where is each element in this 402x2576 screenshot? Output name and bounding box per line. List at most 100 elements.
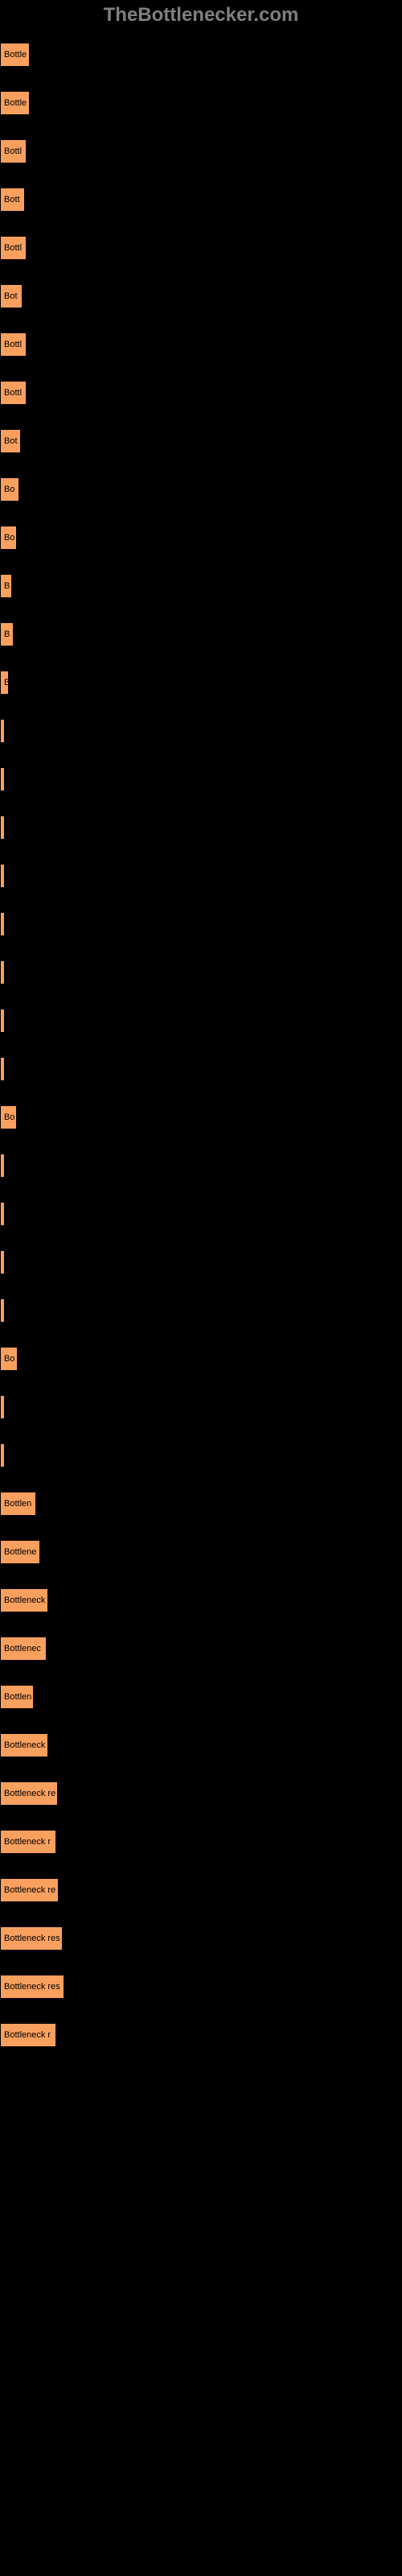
bar-label: Bottleneck res bbox=[4, 1982, 60, 1992]
bar-row: Bot bbox=[0, 284, 402, 308]
bar: Bottleneck re bbox=[0, 1878, 59, 1902]
bar-row: Bottl bbox=[0, 332, 402, 357]
bar-row: Bo bbox=[0, 1105, 402, 1129]
bar bbox=[0, 1298, 5, 1323]
bar bbox=[0, 912, 5, 936]
bar-row: Bottl bbox=[0, 236, 402, 260]
bar-row bbox=[0, 1298, 402, 1323]
bar-row bbox=[0, 719, 402, 743]
bar-row bbox=[0, 1443, 402, 1468]
bar: Bottlenec bbox=[0, 1637, 47, 1661]
bar: Bottleneck res bbox=[0, 1926, 63, 1951]
bar-row: Bo bbox=[0, 1347, 402, 1371]
bar bbox=[0, 1250, 5, 1274]
bar-row bbox=[0, 1009, 402, 1033]
bar-label: Bottlenec bbox=[4, 1644, 41, 1653]
bar-chart: Bottle Bottle Bottl Bott Bottl Bot Bottl Bottl B… bbox=[0, 43, 402, 2047]
bar-row: Bottleneck r bbox=[0, 1830, 402, 1854]
bar-row: Bott bbox=[0, 188, 402, 212]
bar-label: Bottl bbox=[4, 147, 22, 156]
bar bbox=[0, 960, 5, 985]
bar: Bottleneck r bbox=[0, 1830, 56, 1854]
bar: Bottl bbox=[0, 381, 27, 405]
bar-row: Bottleneck re bbox=[0, 1878, 402, 1902]
bar-label: B bbox=[4, 630, 10, 639]
bar-label: Bot bbox=[4, 291, 18, 301]
bar-label: Bottlene bbox=[4, 1547, 36, 1557]
bar-row: Bottle bbox=[0, 91, 402, 115]
bar-row: Bottlen bbox=[0, 1685, 402, 1709]
bar: Bottl bbox=[0, 332, 27, 357]
bar bbox=[0, 815, 5, 840]
bar-label: Bottle bbox=[4, 98, 27, 108]
bar-row: Bottlenec bbox=[0, 1637, 402, 1661]
bar-row bbox=[0, 912, 402, 936]
bar bbox=[0, 1202, 5, 1226]
bar-label: Bottl bbox=[4, 388, 22, 398]
bar: Bottleneck r bbox=[0, 2023, 56, 2047]
bar-row bbox=[0, 1057, 402, 1081]
bar-row: Bottl bbox=[0, 381, 402, 405]
bar-row bbox=[0, 1395, 402, 1419]
bar-label: Bottleneck bbox=[4, 1740, 45, 1750]
bar bbox=[0, 719, 5, 743]
bar: Bott bbox=[0, 188, 25, 212]
bar bbox=[0, 767, 5, 791]
bar: Bottlen bbox=[0, 1685, 34, 1709]
bar-row: Bo bbox=[0, 477, 402, 502]
bar-row: B bbox=[0, 622, 402, 646]
bar: Bottleneck bbox=[0, 1733, 48, 1757]
bar-row: B bbox=[0, 574, 402, 598]
bar bbox=[0, 1443, 5, 1468]
site-link[interactable]: TheBottlenecker.com bbox=[104, 4, 299, 26]
bar-label: Bottleneck re bbox=[4, 1789, 55, 1798]
bar-row: Bottl bbox=[0, 139, 402, 163]
bar-row bbox=[0, 1250, 402, 1274]
bar: B bbox=[0, 574, 12, 598]
bar-label: Bo bbox=[4, 1354, 14, 1364]
bar: Bottlene bbox=[0, 1540, 40, 1564]
bar-label: Bo bbox=[4, 1113, 14, 1122]
bar-label: Bottleneck re bbox=[4, 1885, 55, 1895]
bar: Bottleneck re bbox=[0, 1781, 58, 1806]
bar: Bottl bbox=[0, 139, 27, 163]
bar-row: Bottle bbox=[0, 43, 402, 67]
bar-label: B bbox=[4, 678, 9, 687]
bar: B bbox=[0, 671, 9, 695]
bar bbox=[0, 1395, 5, 1419]
bar: Bottlen bbox=[0, 1492, 36, 1516]
bar-label: Bottleneck res bbox=[4, 1934, 60, 1943]
bar-row: Bottleneck res bbox=[0, 1926, 402, 1951]
bar-label: Bottl bbox=[4, 243, 22, 253]
bar: Bo bbox=[0, 1105, 17, 1129]
bar-row bbox=[0, 960, 402, 985]
bar-label: Bottlen bbox=[4, 1499, 31, 1509]
bar-row: Bottlene bbox=[0, 1540, 402, 1564]
bar-row bbox=[0, 1202, 402, 1226]
bar-row bbox=[0, 815, 402, 840]
bar-label: Bottleneck r bbox=[4, 1837, 51, 1847]
bar-row bbox=[0, 864, 402, 888]
bar: Bo bbox=[0, 526, 17, 550]
bar-row: Bottleneck res bbox=[0, 1975, 402, 1999]
bar-label: Bot bbox=[4, 436, 18, 446]
bar-row: Bottleneck bbox=[0, 1733, 402, 1757]
bar-label: Bottleneck bbox=[4, 1596, 45, 1605]
bar-row: Bottlen bbox=[0, 1492, 402, 1516]
bar-row: Bottleneck bbox=[0, 1588, 402, 1612]
bar bbox=[0, 1154, 5, 1178]
bar: Bo bbox=[0, 477, 19, 502]
bar-row: Bo bbox=[0, 526, 402, 550]
bar-row: Bot bbox=[0, 429, 402, 453]
bar: Bottle bbox=[0, 91, 30, 115]
bar-label: Bo bbox=[4, 485, 14, 494]
bar: Bot bbox=[0, 284, 23, 308]
bar-label: Bo bbox=[4, 533, 14, 543]
bar-label: Bottl bbox=[4, 340, 22, 349]
bar: B bbox=[0, 622, 14, 646]
bar: Bottl bbox=[0, 236, 27, 260]
bar: Bottleneck res bbox=[0, 1975, 64, 1999]
bar-row: Bottleneck re bbox=[0, 1781, 402, 1806]
bar bbox=[0, 1057, 5, 1081]
bar bbox=[0, 1009, 5, 1033]
